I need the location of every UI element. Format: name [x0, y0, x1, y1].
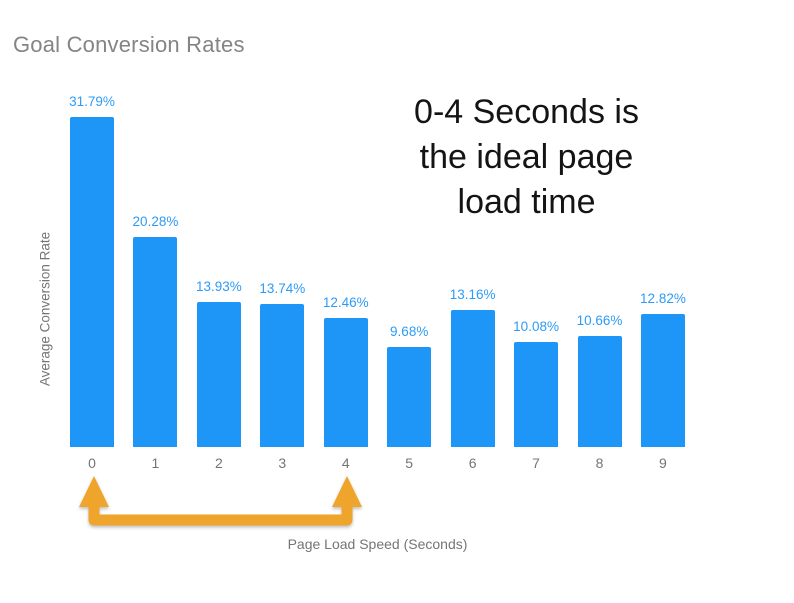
x-tick-label: 9: [659, 455, 667, 471]
bar-column: 20.28% 1: [132, 213, 179, 472]
bar-column: 13.74% 3: [259, 281, 306, 471]
y-axis-title: Average Conversion Rate: [37, 231, 53, 387]
x-tick-label: 1: [151, 455, 160, 471]
bar-column: 13.93% 2: [195, 279, 242, 471]
bar: [260, 304, 305, 447]
bar: [387, 346, 432, 447]
annotation-line-2: the ideal page: [419, 138, 634, 176]
ideal-range-arrow: [79, 476, 362, 526]
arrow-head-right-icon: [332, 476, 362, 507]
bar: [514, 342, 559, 447]
bar-value-label: 13.93%: [195, 279, 242, 295]
bar-column: 13.16% 6: [449, 287, 496, 471]
x-tick-label: 5: [405, 455, 414, 471]
annotation-text: 0-4 Seconds is the ideal page load time: [384, 90, 669, 225]
chart-title: Goal Conversion Rates: [13, 32, 245, 57]
bar-column: 10.66% 8: [576, 313, 623, 471]
bar: [640, 313, 685, 447]
plot-area: 31.79% 0 20.28% 1 13.93% 2 13.74% 3 12.46% 4 9.68%…: [69, 94, 686, 472]
bar-value-label: 20.28%: [132, 213, 179, 229]
x-tick-label: 2: [214, 455, 223, 471]
annotation-line-1: 0-4 Seconds is: [414, 93, 639, 131]
bar-column: 12.82% 9: [640, 290, 686, 471]
bar-column: 12.46% 4: [322, 294, 369, 471]
bar-column: 31.79% 0: [69, 94, 115, 471]
x-tick-label: 4: [341, 455, 350, 471]
arrow-head-left-icon: [79, 476, 109, 507]
bar-value-label: 10.08%: [513, 319, 559, 335]
bar: [70, 117, 114, 447]
bar: [133, 236, 178, 447]
bar-value-label: 12.82%: [640, 290, 686, 306]
bar-value-label: 10.66%: [576, 313, 623, 329]
x-tick-label: 6: [468, 455, 477, 471]
bar: [577, 336, 622, 447]
arrow-connector-line: [88, 504, 353, 526]
bar-column: 10.08% 7: [513, 319, 559, 471]
bar-column: 9.68% 5: [387, 323, 432, 471]
bar: [450, 310, 495, 447]
annotation-line-3: load time: [457, 183, 596, 221]
x-axis-title: Page Load Speed (Seconds): [287, 536, 468, 552]
bar-value-label: 13.74%: [259, 281, 306, 297]
x-tick-label: 8: [595, 455, 604, 471]
bar-value-label: 13.16%: [449, 287, 496, 303]
bar-value-label: 12.46%: [322, 294, 369, 310]
bar-value-label: 9.68%: [390, 323, 429, 339]
bar: [196, 302, 241, 447]
bar-value-label: 31.79%: [69, 94, 115, 109]
x-tick-label: 0: [88, 455, 96, 471]
x-tick-label: 3: [278, 455, 287, 471]
bar: [323, 317, 368, 447]
x-tick-label: 7: [532, 455, 540, 471]
